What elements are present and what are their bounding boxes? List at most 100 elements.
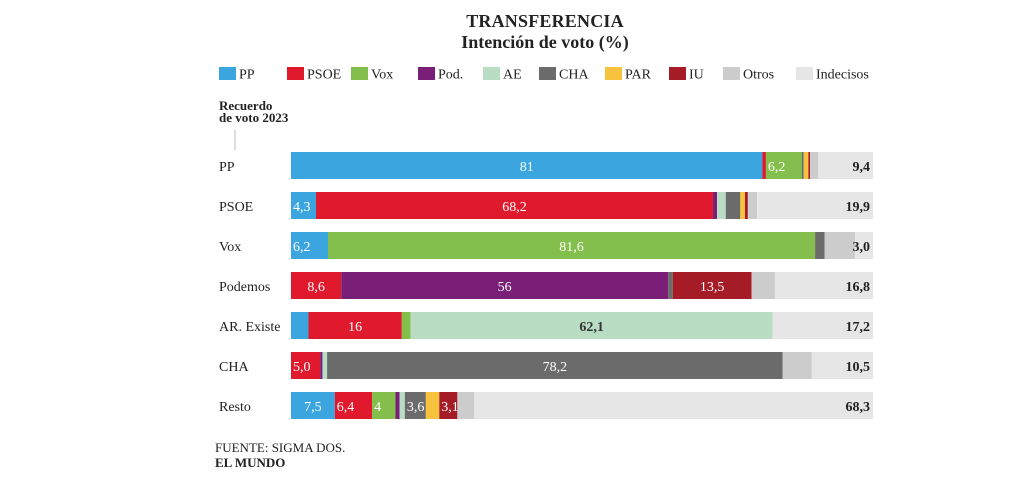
bar-segment-resto-psoe [334, 392, 373, 419]
data-label-ar-existe-psoe: 16 [348, 320, 362, 335]
bar-segment-ar-existe-psoe [308, 312, 402, 339]
bar-segment-psoe-pp [291, 192, 317, 219]
chart-subtitle: Intención de voto (%) [461, 32, 629, 52]
bar-segment-podemos-psoe [291, 272, 342, 299]
legend-swatch-iu [669, 67, 686, 80]
bar-segment-vox-indecisos [855, 232, 873, 259]
data-label-resto-psoe: 6,4 [337, 400, 355, 415]
data-label-vox-pp: 6,2 [293, 240, 311, 255]
data-label-podemos-pod: 56 [498, 280, 512, 295]
bar-segment-pp-indecisos [818, 152, 873, 179]
data-label-pp-vox: 6,2 [768, 160, 786, 175]
bar-segment-ar-existe-pp [291, 312, 309, 339]
bar-segment-pp-vox [765, 152, 802, 179]
chart-title: TRANSFERENCIA [466, 11, 624, 31]
bar-segment-podemos-indecisos [774, 272, 873, 299]
bar-segment-vox-pp [291, 232, 329, 259]
bar-segment-cha-otros [782, 352, 812, 379]
bar-segment-pp-pp [291, 152, 763, 179]
bar-segment-cha-ae [322, 352, 328, 379]
bar-segment-cha-cha [327, 352, 783, 379]
bar-segment-resto-indecisos [474, 392, 873, 419]
data-label-psoe-pp: 4,3 [293, 200, 311, 215]
bar-segment-psoe-psoe [316, 192, 713, 219]
row-label-vox: Vox [219, 240, 241, 255]
bar-segment-pp-cha [802, 152, 804, 179]
bar-segment-psoe-iu [744, 192, 748, 219]
bar-segment-pp-otros [810, 152, 819, 179]
bar-segment-pp-iu [808, 152, 811, 179]
bar-segment-podemos-iu [672, 272, 752, 299]
data-label-ar-existe-ae: 62,1 [579, 320, 604, 335]
source-note: FUENTE: SIGMA DOS. [215, 440, 346, 455]
bar-segment-resto-pp [291, 392, 335, 419]
row-label-podemos: Podemos [219, 280, 270, 295]
legend-label-pp: PP [239, 68, 255, 83]
data-label-vox-indecisos: 3,0 [853, 240, 871, 255]
bar-segment-cha-indecisos [811, 352, 873, 379]
legend-label-indecisos: Indecisos [816, 68, 869, 83]
legend-swatch-pp [219, 67, 236, 80]
bar-segment-psoe-pod [712, 192, 718, 219]
data-label-psoe-psoe: 68,2 [502, 200, 527, 215]
row-axis-label-line: Recuerdo [219, 98, 272, 113]
data-label-resto-pp: 7,5 [304, 400, 322, 415]
legend-label-otros: Otros [743, 68, 774, 83]
bar-segment-psoe-otros [747, 192, 758, 219]
bar-segment-resto-cha [404, 392, 426, 419]
legend-label-par: PAR [625, 68, 652, 83]
row-axis-label-line: de voto 2023 [219, 110, 289, 125]
legend-swatch-psoe [287, 67, 304, 80]
data-label-cha-psoe: 5,0 [293, 360, 311, 375]
data-label-pp-pp: 81 [520, 160, 534, 175]
data-label-resto-cha: 3,6 [407, 400, 425, 415]
legend-swatch-indecisos [796, 67, 813, 80]
bar-segment-ar-existe-vox [401, 312, 411, 339]
bar-segment-pp-par [803, 152, 809, 179]
legend-label-cha: CHA [559, 68, 589, 83]
data-label-podemos-iu: 13,5 [700, 280, 725, 295]
bar-segment-resto-vox [372, 392, 396, 419]
legend-label-ae: AE [503, 68, 522, 83]
legend-swatch-pod [418, 67, 435, 80]
bar-segment-resto-otros [457, 392, 475, 419]
legend-label-pod: Pod. [438, 68, 463, 83]
data-label-resto-iu: 3,1 [441, 400, 459, 415]
row-label-pp: PP [219, 160, 235, 175]
row-label-ar-existe: AR. Existe [219, 320, 280, 335]
data-label-psoe-indecisos: 19,9 [846, 200, 871, 215]
data-label-ar-existe-indecisos: 17,2 [846, 320, 871, 335]
bar-segment-vox-otros [824, 232, 856, 259]
bar-segment-psoe-indecisos [757, 192, 873, 219]
row-label-resto: Resto [219, 400, 251, 415]
data-label-podemos-psoe: 8,6 [307, 280, 325, 295]
data-label-cha-cha: 78,2 [543, 360, 568, 375]
legend-swatch-cha [539, 67, 556, 80]
bar-segment-vox-vox [328, 232, 816, 259]
data-label-resto-vox: 4 [374, 400, 381, 415]
bar-segment-cha-psoe [291, 352, 321, 379]
bar-segment-pp-psoe [762, 152, 766, 179]
data-label-resto-indecisos: 68,3 [846, 400, 871, 415]
data-label-vox-vox: 81,6 [559, 240, 584, 255]
row-label-cha: CHA [219, 360, 249, 375]
data-label-podemos-indecisos: 16,8 [846, 280, 871, 295]
bar-segment-podemos-cha [668, 272, 673, 299]
bar-segment-resto-pod [395, 392, 400, 419]
bar-segment-ar-existe-indecisos [772, 312, 873, 339]
legend-swatch-otros [723, 67, 740, 80]
data-label-pp-indecisos: 9,4 [853, 160, 871, 175]
legend-label-psoe: PSOE [307, 68, 341, 83]
bar-segment-podemos-otros [751, 272, 775, 299]
bar-segment-psoe-ae [717, 192, 726, 219]
brand-name: EL MUNDO [215, 455, 286, 470]
data-label-cha-indecisos: 10,5 [846, 360, 871, 375]
bar-segment-resto-ae [399, 392, 405, 419]
bar-segment-resto-iu [439, 392, 458, 419]
bar-segment-ar-existe-ae [410, 312, 773, 339]
legend-swatch-vox [351, 67, 368, 80]
legend-swatch-ae [483, 67, 500, 80]
bar-segment-cha-pod [320, 352, 323, 379]
legend-label-vox: Vox [371, 68, 393, 83]
